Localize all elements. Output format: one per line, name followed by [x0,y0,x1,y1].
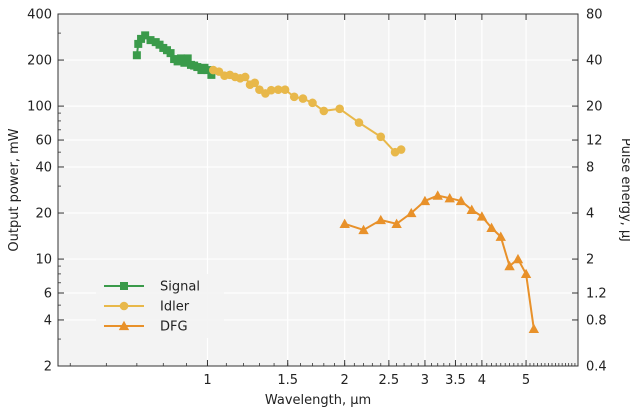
y2-axis-title: Pulse energy, μJ [618,138,630,242]
y-tick-label: 2 [44,360,52,375]
legend-label-dfg: DFG [160,320,188,335]
data-point-dfg [476,211,488,221]
data-point-dfg [419,195,431,206]
y-tick-label: 4 [44,313,52,328]
legend-marker-idler [119,301,129,311]
data-point-dfg [391,218,402,228]
legend-marker-dfg [118,320,130,331]
data-point-signal [146,36,155,45]
axis-ticks [58,13,579,367]
y-tick-label: 40 [35,160,52,175]
data-point-idler [266,85,276,95]
y2-tick-label: 80 [586,8,603,23]
data-point-signal [183,54,192,63]
y-tick-label: 20 [35,207,52,222]
data-point-idler [335,104,344,114]
data-point-signal [166,49,175,58]
plot-frame [57,13,579,367]
series-dfg [339,190,540,333]
data-point-dfg [495,231,506,241]
data-point-idler [280,85,290,94]
data-point-dfg [486,222,497,233]
x-axis-title: Wavelength, μm [265,393,371,408]
data-point-signal [180,58,189,67]
y-tick-label: 100 [27,100,52,115]
data-point-dfg [466,204,477,214]
legend: Signal Idler DFG [96,274,224,338]
axis-tick-labels: 1 1.5 2 2.5 3 3.5 4 5 2 4 6 10 20 40 60 100 200 400 0.4 0.8… [27,8,607,389]
series-idler [209,65,406,157]
data-point-signal [177,54,186,63]
data-point-idler [376,132,386,142]
data-point-dfg [444,193,455,203]
data-point-dfg [504,260,515,271]
x-tick-label: 2.5 [379,373,400,388]
data-point-dfg [455,195,467,206]
y2-tick-label: 1.2 [586,287,607,302]
x-tick-label: 1 [203,373,211,388]
data-point-signal [132,51,141,60]
data-point-dfg [528,323,540,333]
data-point-signal [134,39,143,48]
legend-label-idler: Idler [160,300,190,315]
data-point-dfg [406,207,417,218]
data-point-signal [193,63,202,72]
series-layer [132,31,540,333]
data-point-idler [308,98,317,108]
y-tick-label: 400 [27,8,52,23]
series-signal [132,31,216,79]
data-point-idler [240,72,250,82]
y2-tick-label: 0.8 [586,313,607,328]
data-point-dfg [339,218,350,228]
y2-tick-label: 12 [586,134,603,149]
y-tick-label: 60 [35,134,52,149]
y-tick-label: 10 [35,253,52,268]
y2-tick-label: 2 [586,253,594,268]
y2-tick-label: 4 [586,207,594,222]
data-point-idler [250,78,260,88]
data-point-dfg [358,224,369,235]
y2-tick-label: 40 [586,54,603,69]
y2-tick-label: 0.4 [586,360,607,375]
x-tick-label: 3.5 [445,373,466,388]
data-point-idler [396,145,406,154]
data-point-signal [137,34,146,43]
data-point-dfg [520,268,532,279]
y-tick-label: 6 [44,287,52,302]
data-point-dfg [375,214,386,225]
data-point-idler [273,85,283,94]
data-point-dfg [432,190,443,200]
x-tick-label: 1.5 [277,373,298,388]
x-tick-label: 2 [341,373,349,388]
data-point-signal [203,66,212,75]
data-point-idler [319,106,329,116]
x-tick-label: 5 [522,373,530,388]
data-point-idler [298,94,308,103]
legend-marker-signal [120,282,128,290]
data-point-idler [289,92,299,102]
x-tick-label: 4 [478,373,486,388]
y2-tick-label: 8 [586,160,594,175]
x-tick-label: 3 [421,373,429,388]
legend-label-signal: Signal [160,280,200,295]
data-point-signal [141,31,150,40]
y-axis-title: Output power, mW [7,128,22,251]
data-point-dfg [512,253,524,264]
y2-tick-label: 20 [586,100,603,115]
data-point-signal [207,70,216,79]
data-point-idler [354,118,364,127]
y-tick-label: 200 [27,54,52,69]
